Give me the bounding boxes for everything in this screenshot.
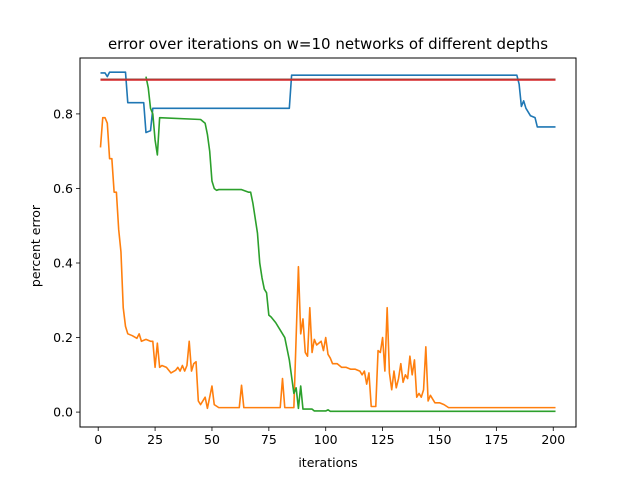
x-tick-label: 175 [484,432,508,447]
x-axis-ticks: 0 25 50 75 100 125 150 175 200 [94,427,565,447]
series-line-1 [100,71,556,134]
series-line-2 [99,116,556,410]
x-tick-label: 25 [147,432,163,447]
x-tick-label: 50 [204,432,220,447]
x-tick-label: 150 [428,432,452,447]
y-tick-label: 0.6 [53,181,73,196]
x-tick-label: 125 [371,432,395,447]
x-tick-label: 0 [94,432,102,447]
x-tick-label: 75 [261,432,277,447]
y-axis-ticks: 0.0 0.2 0.4 0.6 0.8 [53,106,80,420]
chart-title: error over iterations on w=10 networks o… [108,35,548,53]
x-axis-label: iterations [298,455,357,470]
y-tick-label: 0.8 [53,106,73,121]
x-tick-label: 200 [541,432,565,447]
series-line-3 [145,76,556,413]
series-layer [99,71,556,413]
plot-area-frame [79,57,577,428]
x-tick-label: 100 [314,432,338,447]
y-axis-label: percent error [28,204,43,287]
y-tick-label: 0.0 [53,405,73,420]
y-tick-label: 0.4 [53,256,73,271]
y-tick-label: 0.2 [53,330,73,345]
